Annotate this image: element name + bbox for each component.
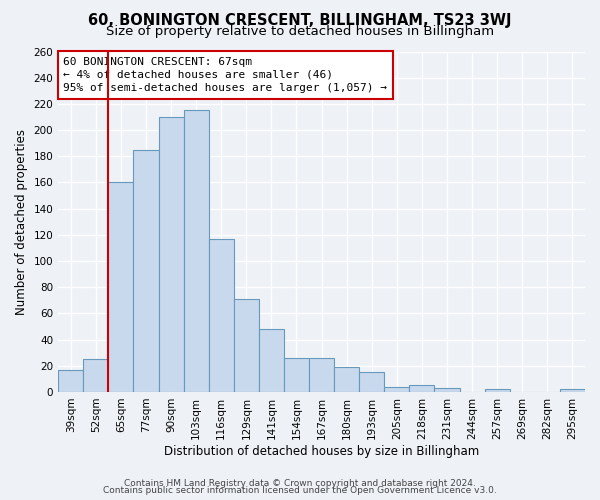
Text: Contains public sector information licensed under the Open Government Licence v3: Contains public sector information licen… bbox=[103, 486, 497, 495]
Text: Size of property relative to detached houses in Billingham: Size of property relative to detached ho… bbox=[106, 25, 494, 38]
Text: Contains HM Land Registry data © Crown copyright and database right 2024.: Contains HM Land Registry data © Crown c… bbox=[124, 478, 476, 488]
Bar bbox=[409, 386, 434, 392]
Bar bbox=[259, 329, 284, 392]
Bar bbox=[133, 150, 158, 392]
Bar bbox=[434, 388, 460, 392]
Bar bbox=[209, 239, 234, 392]
Text: 60, BONINGTON CRESCENT, BILLINGHAM, TS23 3WJ: 60, BONINGTON CRESCENT, BILLINGHAM, TS23… bbox=[88, 12, 512, 28]
Bar bbox=[184, 110, 209, 392]
Bar bbox=[158, 117, 184, 392]
Bar bbox=[109, 182, 133, 392]
Bar bbox=[58, 370, 83, 392]
Bar bbox=[234, 299, 259, 392]
Bar bbox=[83, 359, 109, 392]
Y-axis label: Number of detached properties: Number of detached properties bbox=[15, 128, 28, 314]
Bar bbox=[485, 390, 510, 392]
Bar bbox=[309, 358, 334, 392]
Bar bbox=[359, 372, 385, 392]
X-axis label: Distribution of detached houses by size in Billingham: Distribution of detached houses by size … bbox=[164, 444, 479, 458]
Bar bbox=[334, 367, 359, 392]
Bar bbox=[560, 390, 585, 392]
Bar bbox=[385, 386, 409, 392]
Bar bbox=[284, 358, 309, 392]
Text: 60 BONINGTON CRESCENT: 67sqm
← 4% of detached houses are smaller (46)
95% of sem: 60 BONINGTON CRESCENT: 67sqm ← 4% of det… bbox=[64, 56, 388, 93]
